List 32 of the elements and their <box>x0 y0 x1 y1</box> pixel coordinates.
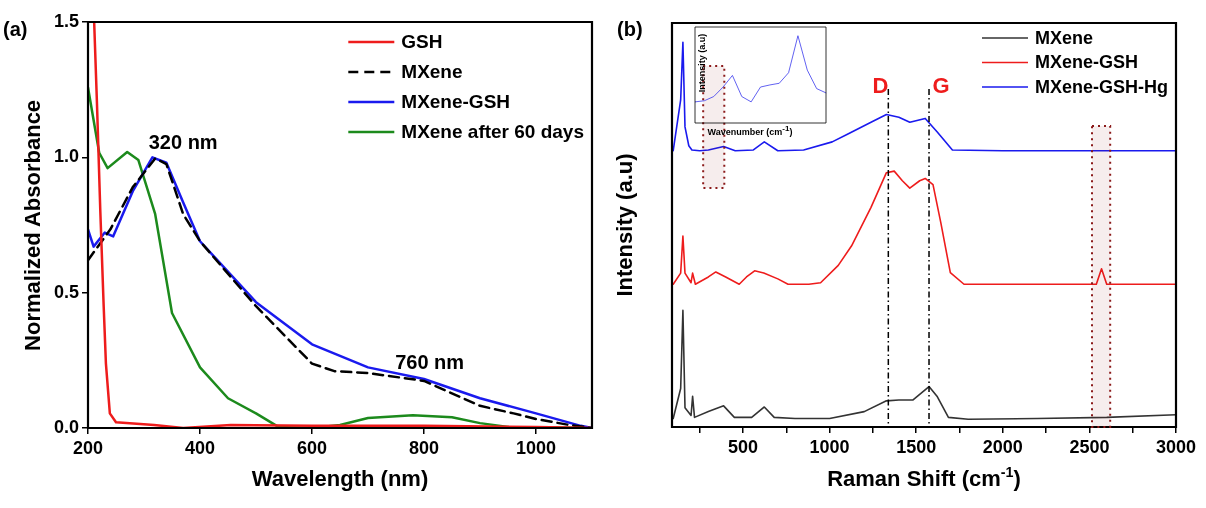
annotation: 760 nm <box>395 350 465 373</box>
ref-line-label: G <box>932 73 950 98</box>
legend-label: MXene-GSH-Hg <box>1035 76 1169 97</box>
annotation: 320 nm <box>148 131 218 154</box>
y-tick-label: 0.5 <box>53 281 79 302</box>
x-tick-label: 600 <box>296 437 328 458</box>
legend-label: GSH <box>401 31 443 53</box>
y-tick-label: 1.5 <box>53 10 79 31</box>
x-tick-label: 200 <box>72 437 104 458</box>
legend-label: MXene <box>1035 27 1094 48</box>
legend-label: MXene-GSH <box>1035 52 1139 73</box>
y-axis-title: Intensity (a.u) <box>612 153 637 297</box>
y-tick-label: 1.0 <box>53 146 79 167</box>
text: (b) <box>617 18 643 40</box>
x-tick-label: 1500 <box>896 436 937 457</box>
x-tick-label: 400 <box>184 437 216 458</box>
text: (a) <box>3 18 28 40</box>
x-tick-label: 3000 <box>1155 436 1197 457</box>
legend-label: MXene after 60 days <box>401 121 584 143</box>
x-tick-label: 800 <box>408 437 440 458</box>
x-tick-label: 2000 <box>982 436 1023 457</box>
x-tick-label: 2500 <box>1069 436 1110 457</box>
x-tick-label: 1000 <box>515 437 557 458</box>
y-axis-title: Intensity (a.u) <box>697 33 707 93</box>
y-axis-title: Normalized Absorbance <box>20 99 45 351</box>
legend-label: MXene-GSH <box>401 91 511 113</box>
y-tick-label: 0.0 <box>53 416 79 437</box>
ref-line-label: D <box>872 73 889 98</box>
legend-label: MXene <box>401 61 463 83</box>
x-tick-label: 1000 <box>809 436 850 457</box>
x-tick-label: 500 <box>727 436 759 457</box>
x-axis-title: Wavelength (nm) <box>251 466 429 491</box>
